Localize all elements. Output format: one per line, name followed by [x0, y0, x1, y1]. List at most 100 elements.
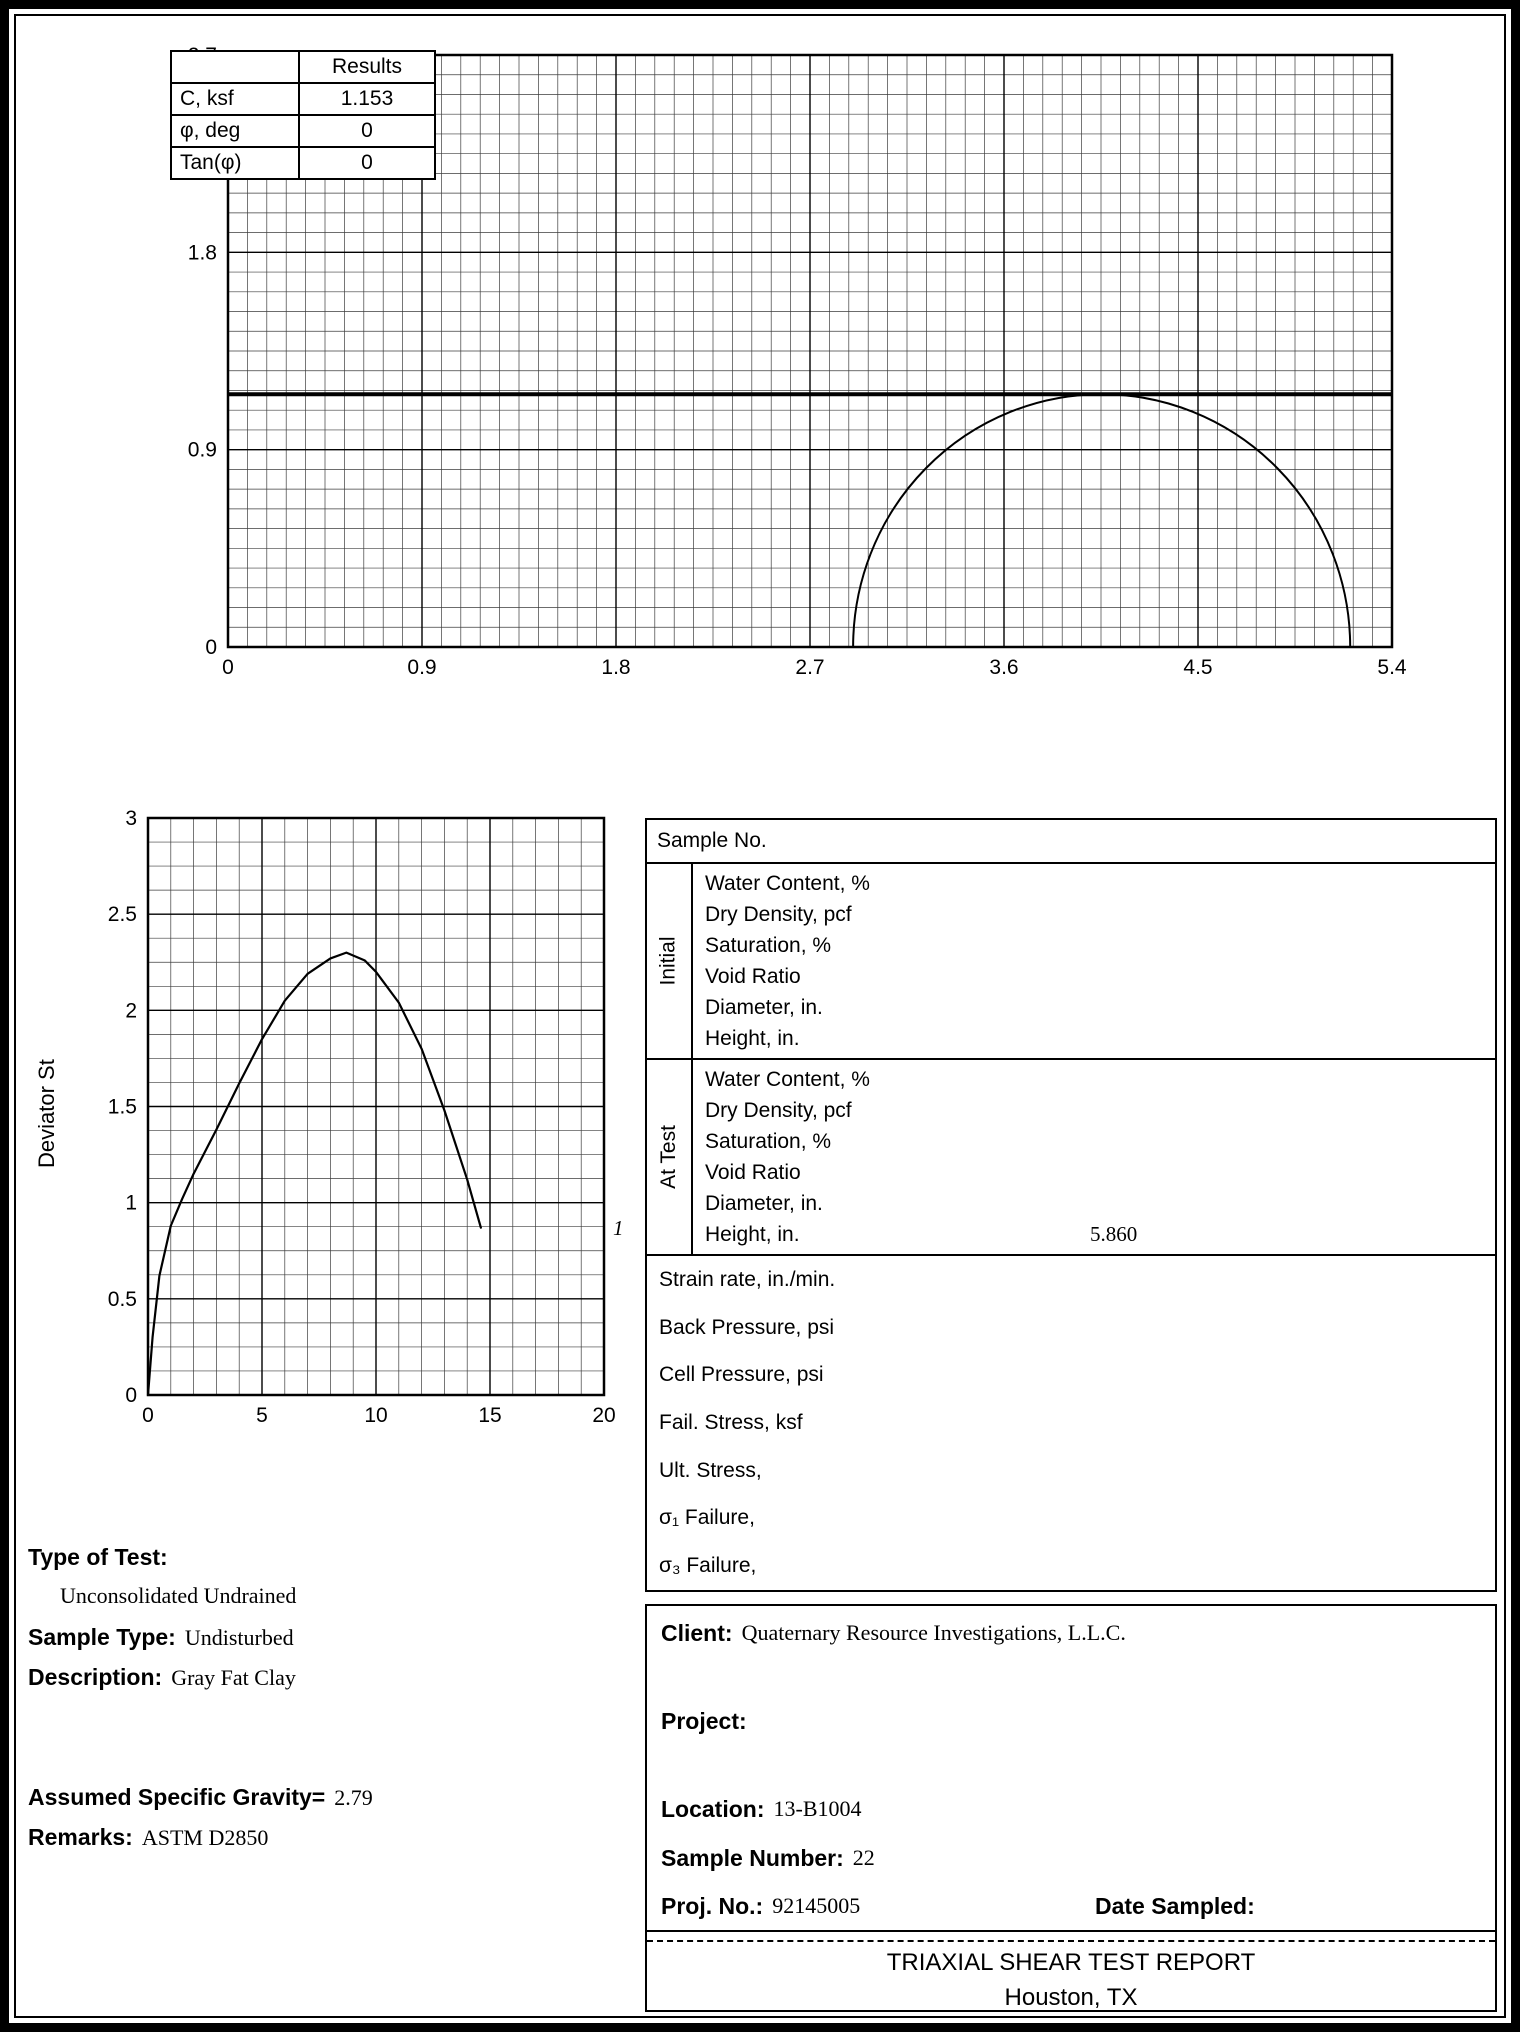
results-table: Results C, ksf 1.153 φ, deg 0 Tan(φ) 0 [170, 50, 436, 180]
svg-text:0: 0 [205, 636, 217, 659]
stress-strain-ylabel: Deviator St [34, 1059, 59, 1168]
svg-text:0: 0 [222, 656, 234, 679]
test-stats: Strain rate, in./min. Back Pressure, psi… [647, 1256, 1495, 1590]
remarks-line: Remarks: ASTM D2850 [28, 1824, 268, 1851]
tanphi-value: 0 [361, 151, 373, 174]
sample-no-header: Sample No. [647, 820, 1495, 864]
initial-height: Height, in. [705, 1026, 800, 1050]
initial-block: Initial Water Content, % Dry Density, pc… [647, 864, 1495, 1060]
svg-text:1: 1 [125, 1192, 137, 1215]
proj-no-label: Proj. No.: [661, 1892, 764, 1919]
sample-number-value: 22 [852, 1845, 875, 1870]
at-test-dry-density: Dry Density, pcf [705, 1098, 852, 1122]
initial-dry-density: Dry Density, pcf [705, 902, 852, 926]
client-label: Client: [661, 1620, 733, 1646]
sigma3-failure-row: σ₃ Failure, [659, 1554, 757, 1578]
location-label: Location: [661, 1795, 765, 1822]
location-value: 13-B1004 [773, 1796, 862, 1821]
project-info-box: Client: Quaternary Resource Investigation… [645, 1604, 1497, 2012]
svg-text:1.8: 1.8 [601, 656, 630, 679]
svg-text:2.5: 2.5 [108, 903, 137, 926]
at-test-label: At Test [657, 1125, 680, 1189]
client-value: Quaternary Resource Investigations, L.L.… [741, 1620, 1126, 1645]
at-test-saturation: Saturation, % [705, 1129, 832, 1153]
at-test-water-content: Water Content, % [705, 1067, 870, 1091]
svg-text:3: 3 [125, 807, 137, 830]
svg-text:10: 10 [364, 1404, 387, 1427]
cell-pressure-row: Cell Pressure, psi [659, 1363, 824, 1387]
tanphi-label: Tan(φ) [172, 148, 300, 178]
at-test-void-ratio: Void Ratio [705, 1160, 801, 1184]
ult-stress-row: Ult. Stress, [659, 1458, 762, 1482]
at-test-height-label: Height, in. [705, 1222, 800, 1246]
sample-type-value: Undisturbed [184, 1625, 294, 1650]
sample-number-row: Sample Number: 22 [647, 1834, 1495, 1882]
results-row-cohesion: C, ksf 1.153 [172, 82, 434, 114]
sigma1-failure-row: σ₁ Failure, [659, 1506, 755, 1530]
svg-text:3.6: 3.6 [989, 656, 1018, 679]
proj-no-value: 92145005 [772, 1893, 861, 1918]
client-row: Client: Quaternary Resource Investigation… [647, 1606, 1495, 1700]
svg-text:15: 15 [478, 1404, 501, 1427]
proj-no-row: Proj. No.: 92145005 Date Sampled: [647, 1882, 1495, 1932]
svg-text:0: 0 [142, 1404, 154, 1427]
type-of-test-label: Type of Test: [28, 1544, 168, 1570]
svg-text:0.9: 0.9 [407, 656, 436, 679]
specific-gravity-label: Assumed Specific Gravity= [28, 1784, 326, 1810]
results-row-phi: φ, deg 0 [172, 114, 434, 146]
cohesion-value: 1.153 [340, 87, 394, 110]
date-sampled-label: Date Sampled: [1095, 1892, 1255, 1919]
svg-text:1.5: 1.5 [108, 1096, 137, 1119]
svg-text:1.8: 1.8 [188, 241, 217, 264]
initial-saturation: Saturation, % [705, 933, 832, 957]
at-test-block: At Test Water Content, % Dry Density, pc… [647, 1060, 1495, 1256]
at-test-diameter: Diameter, in. [705, 1191, 823, 1215]
back-pressure-row: Back Pressure, psi [659, 1315, 835, 1339]
specific-gravity-line: Assumed Specific Gravity= 2.79 [28, 1784, 373, 1811]
at-test-height-value: 5.860 [1090, 1222, 1138, 1246]
project-label: Project: [661, 1708, 747, 1734]
results-row-tanphi: Tan(φ) 0 [172, 146, 434, 178]
phi-label: φ, deg [172, 116, 300, 146]
phi-value: 0 [361, 119, 373, 142]
type-of-test-value: Unconsolidated Undrained [60, 1583, 297, 1608]
sample-type-label: Sample Type: [28, 1624, 176, 1650]
initial-side-label-cell: Initial [647, 864, 693, 1058]
project-row: Project: [647, 1700, 1495, 1784]
initial-rows: Water Content, % Dry Density, pcf Satura… [693, 864, 1495, 1058]
initial-diameter: Diameter, in. [705, 995, 823, 1019]
report-title: TRIAXIAL SHEAR TEST REPORT [886, 1949, 1256, 1976]
initial-label: Initial [657, 936, 680, 986]
svg-text:0.9: 0.9 [188, 439, 217, 462]
initial-water-content: Water Content, % [705, 871, 870, 895]
at-test-side-label-cell: At Test [647, 1060, 693, 1254]
svg-text:5: 5 [256, 1404, 268, 1427]
description-line: Description: Gray Fat Clay [28, 1664, 296, 1691]
dashed-separator [647, 1932, 1495, 1942]
results-title: Results [331, 55, 403, 78]
location-row: Location: 13-B1004 [647, 1784, 1495, 1834]
svg-text:5.4: 5.4 [1377, 656, 1407, 679]
remarks-label: Remarks: [28, 1824, 133, 1850]
sample-number-label: Sample Number: [661, 1844, 844, 1871]
svg-text:20: 20 [592, 1404, 615, 1427]
results-header-spacer [172, 52, 300, 82]
fail-stress-row: Fail. Stress, ksf [659, 1411, 803, 1435]
sample-data-table: Sample No. Initial Water Content, % Dry … [645, 818, 1497, 1592]
svg-text:4.5: 4.5 [1183, 656, 1212, 679]
at-test-rows: Water Content, % Dry Density, pcf Satura… [693, 1060, 1495, 1254]
report-city: Houston, TX [1004, 1984, 1138, 2011]
results-header-row: Results [172, 52, 434, 82]
strain-rate-row: Strain rate, in./min. [659, 1267, 836, 1291]
sample-type-line: Sample Type: Undisturbed [28, 1624, 294, 1651]
stress-strain-chart: 0 5 10 15 20 0 0.5 1 1.5 2 2.5 3 [108, 807, 616, 1427]
svg-text:0.5: 0.5 [108, 1288, 137, 1311]
initial-void-ratio: Void Ratio [705, 964, 801, 988]
remarks-value: ASTM D2850 [141, 1825, 269, 1850]
series-label-1: 1 [613, 1216, 624, 1240]
svg-text:2: 2 [125, 999, 137, 1022]
at-test-height: Height, in. 5.860 [705, 1219, 1495, 1250]
specific-gravity-value: 2.79 [334, 1785, 373, 1810]
svg-text:2.7: 2.7 [795, 656, 824, 679]
